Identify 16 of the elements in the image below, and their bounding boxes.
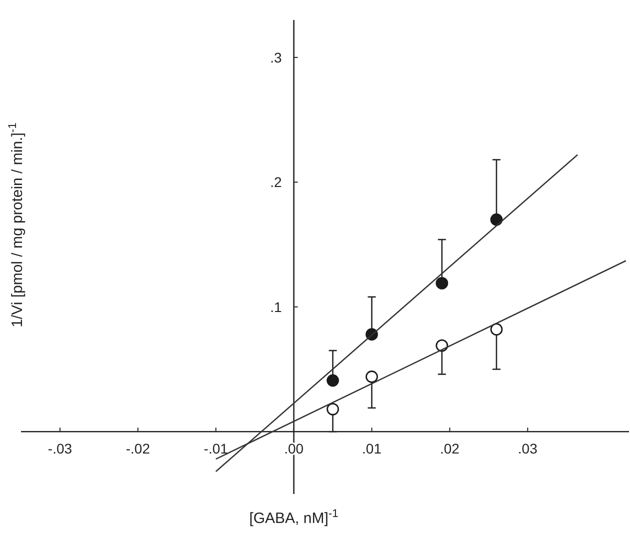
x-tick-label: -.01: [204, 440, 228, 457]
x-tick-label: .02: [440, 440, 460, 457]
point: [366, 370, 378, 383]
point: [326, 374, 339, 387]
y-tick-label: .1: [270, 298, 282, 315]
point: [490, 323, 503, 336]
x-tick-label: -.02: [126, 440, 150, 457]
y-tick-label: .3: [270, 49, 282, 66]
x-tick-label: -.03: [48, 440, 72, 457]
point: [436, 276, 448, 290]
point: [326, 402, 339, 416]
x-tick-label: .03: [518, 440, 538, 457]
y-tick-label: .2: [270, 174, 282, 190]
x-tick-label: .01: [362, 440, 382, 457]
point: [490, 213, 503, 226]
x-axis-title: [GABA, nM]$^{-1}$: [249, 508, 338, 527]
